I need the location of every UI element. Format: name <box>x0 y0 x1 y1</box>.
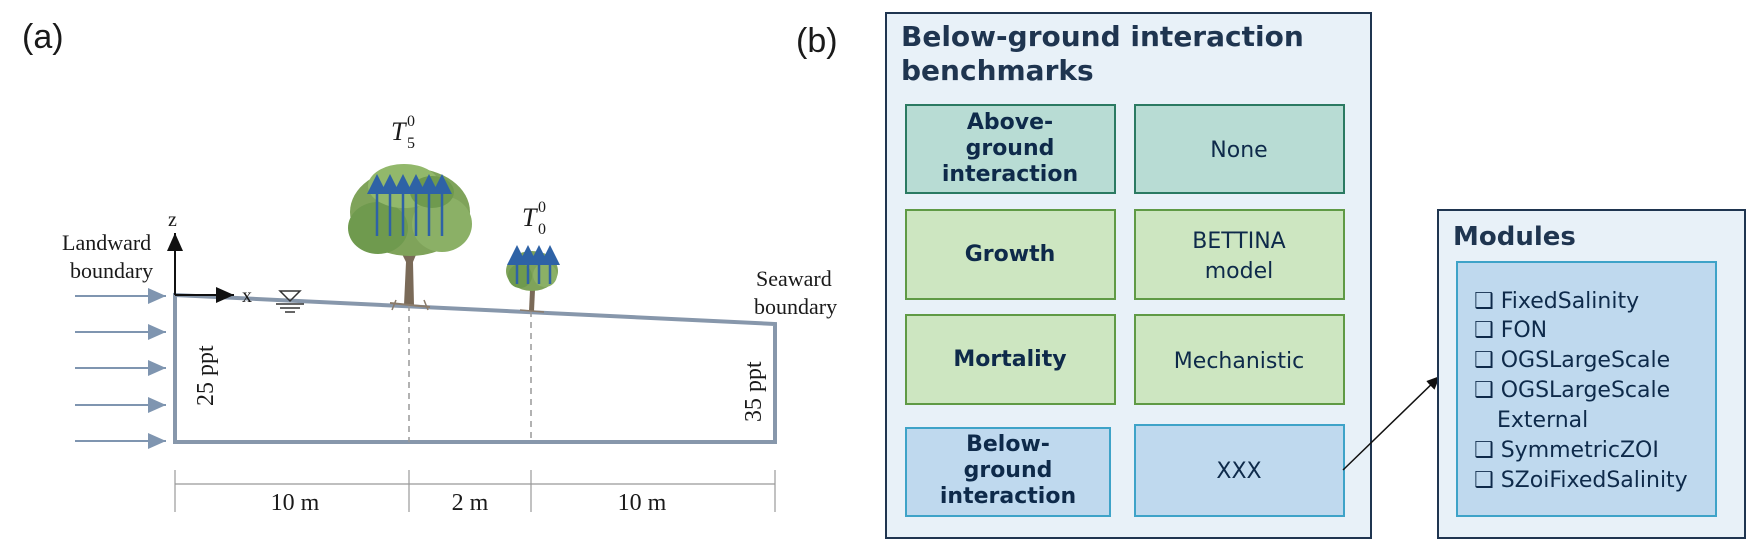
seaward-label-line2: boundary <box>754 294 837 319</box>
row-growth: Growth BETTINA model <box>905 209 1345 300</box>
svg-text:0: 0 <box>538 199 546 216</box>
svg-text:0: 0 <box>538 221 546 238</box>
connector-arrow <box>1342 375 1441 471</box>
svg-text:Growth: Growth <box>965 242 1056 267</box>
modules-list-box <box>1456 261 1717 517</box>
tree-large-label: T 5 0 <box>391 113 415 152</box>
svg-text:ground: ground <box>966 136 1055 161</box>
benchmarks-title-line1: Below-ground interaction <box>901 20 1304 53</box>
module-item-continuation: External <box>1497 408 1588 433</box>
row-below-ground: Below- ground interaction XXX <box>905 424 1345 517</box>
salinity-left-label: 25 ppt <box>193 345 219 406</box>
svg-text:5: 5 <box>407 135 415 152</box>
model-domain-outline <box>173 292 777 444</box>
benchmarks-title-line2: benchmarks <box>901 54 1094 87</box>
seaward-label-line1: Seaward <box>756 266 832 291</box>
svg-text:model: model <box>1205 259 1274 284</box>
svg-text:None: None <box>1210 138 1267 163</box>
module-item: ❑ SymmetricZOI <box>1474 438 1659 463</box>
svg-text:BETTINA: BETTINA <box>1192 229 1285 254</box>
row-mortality: Mortality Mechanistic <box>905 314 1345 405</box>
landward-label-line2: boundary <box>70 258 153 283</box>
modules-list: ❑ FixedSalinity ❑ FON ❑ OGSLargeScale ❑ … <box>1474 289 1688 493</box>
svg-text:0: 0 <box>407 113 415 130</box>
water-table-icon <box>276 290 304 313</box>
landward-label-line1: Landward <box>62 230 151 255</box>
tree-small-icon <box>506 245 560 313</box>
svg-text:T: T <box>391 117 407 146</box>
row-key-cell <box>905 427 1111 517</box>
module-item: ❑ SZoiFixedSalinity <box>1474 468 1688 493</box>
salinity-right-label: 35 ppt <box>741 361 767 422</box>
tree-large-icon <box>348 164 472 311</box>
svg-text:XXX: XXX <box>1216 459 1261 484</box>
dimension-label-2: 2 m <box>452 490 489 516</box>
svg-text:interaction: interaction <box>942 162 1078 187</box>
svg-text:Mechanistic: Mechanistic <box>1174 349 1304 374</box>
module-item: ❑ FON <box>1474 318 1547 343</box>
row-key-cell <box>905 314 1116 405</box>
row-key-cell <box>905 209 1116 300</box>
x-axis-label: x <box>242 285 252 307</box>
module-item: ❑ OGSLargeScale <box>1474 348 1670 373</box>
svg-text:Mortality: Mortality <box>953 347 1066 372</box>
svg-text:T: T <box>522 203 538 232</box>
row-key-cell <box>905 104 1116 194</box>
svg-text:ground: ground <box>964 458 1053 483</box>
tree-small-label: T 0 0 <box>522 199 546 238</box>
panel-a-label: (a) <box>22 18 64 56</box>
modules-title: Modules <box>1453 222 1576 252</box>
module-item: ❑ FixedSalinity <box>1474 289 1639 314</box>
inflow-arrows <box>75 288 166 449</box>
row-value-cell <box>1134 209 1345 300</box>
svg-text:Above-: Above- <box>967 110 1053 135</box>
row-value-cell <box>1134 104 1345 194</box>
z-axis-label: z <box>168 209 177 231</box>
dimension-label-1: 10 m <box>271 490 320 516</box>
panel-a: (a) Landward boundary Seaward boundary z… <box>22 18 837 516</box>
svg-text:interaction: interaction <box>940 484 1076 509</box>
panel-b-label: (b) <box>796 22 838 60</box>
row-value-cell <box>1134 424 1345 517</box>
row-value-cell <box>1134 314 1345 405</box>
svg-text:Below-: Below- <box>966 432 1050 457</box>
dimension-label-3: 10 m <box>618 490 667 516</box>
module-item: ❑ OGSLargeScale <box>1474 378 1670 403</box>
panel-b: (b) Below-ground interaction benchmarks … <box>796 12 1746 539</box>
dimension-lines <box>174 470 776 512</box>
row-above-ground: Above- ground interaction None <box>905 104 1345 194</box>
